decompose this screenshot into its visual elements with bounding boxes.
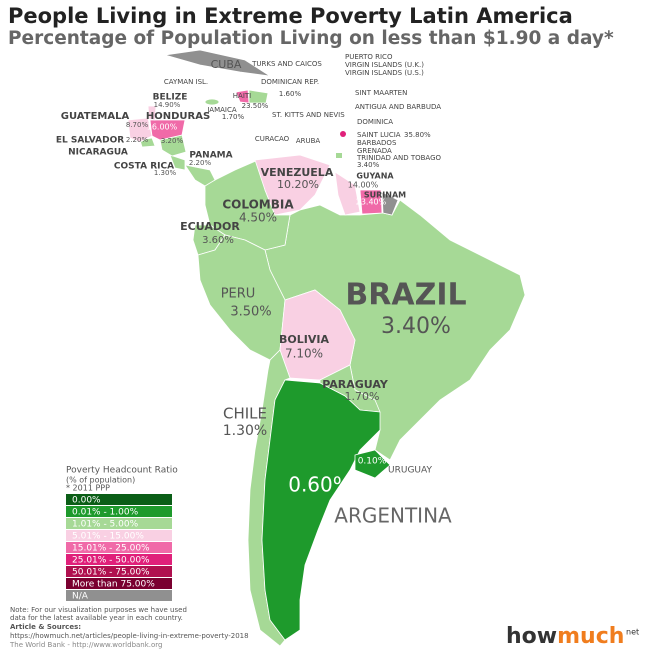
country-value: 1.70%: [222, 113, 245, 121]
place-label: VIRGIN ISLANDS (U.S.): [345, 69, 424, 77]
country-name: EL SALVADOR: [56, 136, 124, 146]
country-value: 7.10%: [285, 347, 323, 361]
country-name: HONDURAS: [146, 111, 210, 122]
country-value: 14.00%: [348, 181, 379, 190]
country-name: HAITI: [233, 92, 251, 100]
country-value: 3.40%: [357, 161, 380, 169]
country-name: DOMINICAN REP.: [261, 78, 319, 86]
country-value: 2.20%: [189, 159, 212, 167]
country-value: 35.80%: [404, 131, 431, 139]
legend: Poverty Headcount Ratio (% of population…: [66, 466, 178, 602]
legend-title: Poverty Headcount Ratio: [66, 466, 178, 476]
place-label: SINT MAARTEN: [355, 89, 407, 97]
country-value: 2.20%: [126, 136, 149, 144]
country-value: 4.50%: [239, 211, 277, 225]
legend-note: * 2011 PPP: [66, 484, 110, 493]
title: People Living in Extreme Poverty Latin A…: [8, 4, 573, 28]
country-value: 1.70%: [345, 390, 380, 403]
place-label: PUERTO RICO: [345, 53, 393, 61]
logo: howmuch: [506, 624, 624, 649]
country-name: BRAZIL: [345, 278, 466, 313]
country-value: 23.50%: [242, 102, 269, 110]
subtitle: Percentage of Population Living on less …: [8, 28, 614, 49]
legend-label: 15.01% - 25.00%: [72, 544, 150, 554]
country-name: NICARAGUA: [68, 148, 128, 158]
country-name: COLOMBIA: [222, 198, 294, 212]
legend-label: 0.01% - 1.00%: [72, 508, 139, 518]
legend-label: 0.00%: [72, 496, 101, 506]
source-url: https://howmuch.net/articles/people-livi…: [10, 632, 249, 640]
saint-lucia: [340, 131, 346, 137]
legend-label: 5.01% - 15.00%: [72, 532, 144, 542]
place-label: TURKS AND CAICOS: [251, 60, 322, 68]
country-value: 3.60%: [202, 235, 234, 246]
country-value: 0.10%: [358, 457, 387, 467]
country-name: BOLIVIA: [279, 333, 329, 346]
country-name: PERU: [221, 287, 256, 302]
sources-title: Article & Sources:: [10, 623, 81, 631]
place-label: ANTIGUA AND BARBUDA: [355, 103, 441, 111]
footer-note: Note: For our visualization purposes we …: [10, 606, 187, 614]
country-value: 1.30%: [154, 169, 177, 177]
place-label: CAYMAN ISL.: [164, 78, 208, 86]
country-value: 3.40%: [381, 314, 451, 339]
map-page: People Living in Extreme Poverty Latin A…: [0, 0, 650, 651]
country-name: SAINT LUCIA: [357, 131, 401, 139]
place-label: ARUBA: [296, 137, 321, 145]
legend-label: 50.01% - 75.00%: [72, 568, 150, 578]
place-label: GRENADA: [357, 147, 392, 155]
country-name: ECUADOR: [180, 220, 240, 233]
country-name: GUATEMALA: [61, 111, 130, 122]
legend-label: N/A: [72, 592, 89, 602]
jamaica: [205, 99, 219, 105]
place-label: BARBADOS: [357, 139, 397, 147]
footer-note: data for the latest available year in ea…: [10, 614, 183, 622]
country-name: GUYANA: [356, 172, 394, 181]
place-label: DOMINICA: [357, 118, 393, 126]
map: [128, 50, 525, 646]
place-label: CUBA: [211, 58, 242, 71]
country-name: URUGUAY: [388, 466, 432, 476]
source: The World Bank - http://www.worldbank.or…: [9, 641, 163, 649]
place-label: VIRGIN ISLANDS (U.K.): [345, 61, 424, 69]
country-name: CHILE: [223, 405, 267, 423]
panama: [185, 165, 215, 186]
logo-net: net: [626, 628, 639, 637]
country-value: 3.20%: [161, 137, 184, 145]
logo-much: much: [557, 624, 624, 649]
country-value: 1.60%: [279, 90, 302, 98]
logo-how: how: [506, 624, 557, 649]
legend-label: 25.01% - 50.00%: [72, 556, 150, 566]
place-label: CURACAO: [255, 135, 290, 143]
country-value: 14.90%: [154, 101, 181, 109]
country-value: 10.20%: [277, 178, 319, 191]
legend-label: 1.01% - 5.00%: [72, 520, 139, 530]
place-label: ST. KITTS AND NEVIS: [272, 111, 345, 119]
country-value: 1.30%: [223, 423, 267, 439]
country-value: 0.60%: [288, 473, 352, 497]
country-value: 3.50%: [230, 305, 271, 320]
country-value: 23.40%: [356, 198, 387, 207]
legend-label: More than 75.00%: [72, 580, 155, 590]
country-name: ARGENTINA: [334, 504, 452, 528]
country-value: 8.70%: [126, 121, 149, 129]
trinidad: [336, 153, 342, 158]
country-value: 16.00%: [147, 123, 178, 132]
